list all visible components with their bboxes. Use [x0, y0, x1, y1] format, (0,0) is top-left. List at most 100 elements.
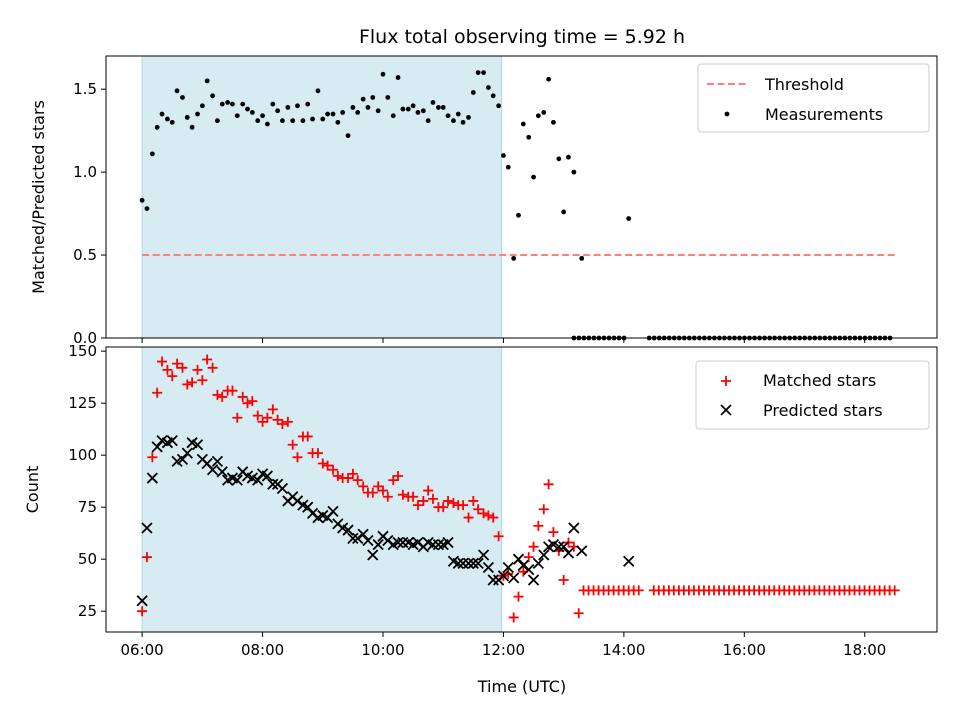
predicted-star-point — [512, 553, 525, 565]
measurement-point — [195, 111, 200, 117]
measurement-point — [571, 169, 577, 175]
measurement-point — [466, 114, 471, 120]
measurement-point — [159, 111, 165, 117]
y-tick-label: 50 — [78, 550, 97, 568]
matched-star-point — [277, 418, 288, 429]
predicted-star-point — [357, 528, 369, 540]
predicted-star-point — [472, 557, 484, 569]
matched-star-point — [332, 470, 343, 481]
measurement-point — [204, 78, 210, 84]
measurement-point — [541, 110, 547, 115]
matched-star-point — [438, 502, 449, 513]
predicted-star-point — [216, 466, 228, 478]
predicted-star-point — [442, 536, 454, 549]
measurement-point — [249, 110, 255, 115]
predicted-legend-label: Predicted stars — [763, 401, 883, 420]
measurement-point — [490, 93, 496, 99]
x-axis-label: Time (UTC) — [477, 677, 566, 696]
matched-star-point — [468, 495, 479, 506]
matched-star-point — [423, 485, 434, 496]
matched-star-point — [217, 391, 228, 402]
predicted-star-point — [267, 478, 279, 490]
matched-star-point — [358, 481, 369, 492]
measurement-point — [460, 119, 466, 125]
top-panel: 0.0 0.5 1.0 1.5 Matched/Predicted stars Thres… — [29, 55, 938, 347]
measurement-point — [174, 88, 180, 94]
matched-star-point — [192, 364, 203, 375]
matched-star-point — [162, 364, 173, 375]
predicted-star-point — [342, 524, 354, 536]
measurements-legend-marker — [724, 111, 730, 117]
measurement-point — [165, 116, 170, 122]
axes-frame — [105, 346, 938, 633]
predicted-star-point — [276, 482, 289, 495]
predicted-star-point — [432, 538, 445, 551]
measurement-point — [451, 118, 456, 124]
predicted-star-point — [508, 572, 520, 584]
legend-box — [697, 63, 930, 133]
matched-star-point — [538, 504, 549, 515]
matched-star-point — [302, 431, 313, 442]
legend-box — [695, 360, 930, 430]
measurement-point — [375, 108, 381, 114]
measurement-point — [350, 105, 356, 110]
measurement-point — [320, 116, 326, 122]
predicted-star-point — [538, 549, 550, 561]
matched-star-point — [508, 612, 519, 623]
matched-star-point — [252, 410, 263, 421]
matched-legend-marker — [721, 376, 731, 386]
predicted-star-point — [302, 501, 314, 513]
y-tick-label: 1.0 — [73, 163, 97, 181]
matched-star-point — [328, 464, 339, 475]
x-tick-label: 12:00 — [482, 641, 525, 659]
measurement-point — [340, 110, 346, 115]
matched-star-point — [478, 508, 489, 519]
matched-star-point — [448, 498, 459, 509]
predicted-star-point — [623, 555, 635, 567]
matched-star-point — [227, 385, 238, 396]
observing-window — [141, 346, 503, 633]
matched-star-point — [282, 416, 293, 427]
measurement-point — [360, 96, 366, 102]
matched-star-point — [483, 510, 494, 521]
measurement-point — [410, 103, 416, 109]
y-tick-label: 25 — [78, 602, 97, 620]
predicted-star-point — [136, 595, 148, 607]
measurement-point — [310, 116, 315, 122]
legend: Matched stars Predicted stars — [695, 360, 930, 430]
measurement-point — [234, 113, 240, 119]
matched-star-point — [152, 387, 163, 398]
matched-star-point — [292, 452, 303, 463]
matched-star-point — [141, 552, 152, 563]
measurement-point — [154, 124, 160, 130]
matched-star-point — [633, 585, 644, 596]
matched-star-point — [177, 362, 188, 373]
matched-star-point — [312, 448, 323, 459]
matched-star-point — [463, 512, 474, 523]
matched-star-point — [543, 479, 554, 490]
matched-star-point — [488, 512, 499, 523]
axes-frame — [105, 55, 938, 339]
measurement-point — [225, 100, 231, 105]
matched-star-point — [548, 527, 559, 538]
measurement-point — [561, 209, 567, 215]
matched-star-point — [247, 396, 258, 407]
predicted-star-point — [527, 574, 540, 586]
x-tick-label: 08:00 — [241, 641, 284, 659]
matched-star-point — [889, 585, 900, 596]
measurement-point — [240, 101, 246, 107]
matched-star-point — [157, 356, 168, 367]
matched-star-point — [187, 377, 198, 388]
measurement-point — [184, 114, 190, 120]
x-tick-label: 18:00 — [843, 641, 886, 659]
measurement-point — [400, 106, 406, 112]
measurement-point — [315, 88, 321, 94]
matched-star-point — [408, 491, 419, 502]
measurement-point — [430, 100, 436, 105]
matched-star-point — [232, 412, 243, 423]
y-axis-label: Matched/Predicted stars — [29, 100, 48, 294]
matched-star-point — [242, 398, 253, 409]
measurement-point — [370, 95, 376, 100]
x-tick-label: 10:00 — [361, 641, 404, 659]
matched-star-point — [167, 371, 178, 382]
